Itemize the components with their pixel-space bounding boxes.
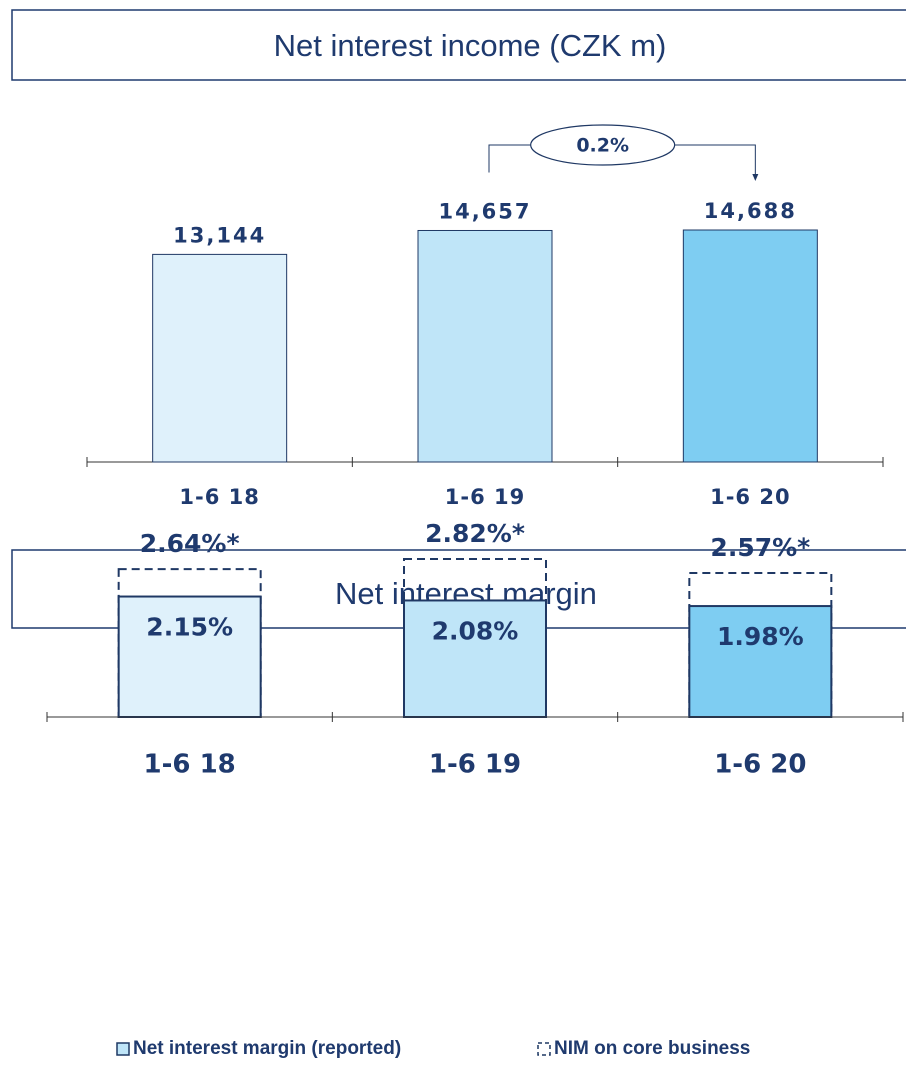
annotation-oval xyxy=(530,124,676,166)
value-label: 2.82%* xyxy=(425,519,525,548)
bar xyxy=(682,229,818,463)
value-label: 2.08% xyxy=(432,616,519,645)
bar xyxy=(152,253,288,463)
value-label: 2.57%* xyxy=(710,533,810,562)
value-label: 2.64%* xyxy=(140,529,240,558)
annotation: 0.2% xyxy=(576,135,629,157)
legend-swatch xyxy=(537,1042,551,1056)
value-label: 13,144 xyxy=(173,223,266,247)
x-tick-label: 1-6 18 xyxy=(144,750,236,780)
arrow-head xyxy=(752,174,759,181)
x-tick-label: 1-6 19 xyxy=(445,485,525,509)
value-label: 14,688 xyxy=(704,199,797,223)
chart-title: Net interest income (CZK m) xyxy=(274,28,667,63)
legend-label: NIM on core business xyxy=(554,1038,750,1059)
legend-swatch xyxy=(116,1042,130,1056)
x-tick-label: 1-6 18 xyxy=(179,485,259,509)
bar xyxy=(417,229,553,463)
x-tick-label: 1-6 20 xyxy=(714,750,806,780)
legend-label: Net interest margin (reported) xyxy=(133,1038,401,1059)
value-label: 1.98% xyxy=(717,622,804,651)
value-label: 2.15% xyxy=(146,613,233,642)
title-box xyxy=(11,9,906,81)
value-label: 14,657 xyxy=(438,199,531,223)
x-tick-label: 1-6 20 xyxy=(710,485,790,509)
x-tick-label: 1-6 19 xyxy=(429,750,521,780)
bar xyxy=(117,595,262,718)
